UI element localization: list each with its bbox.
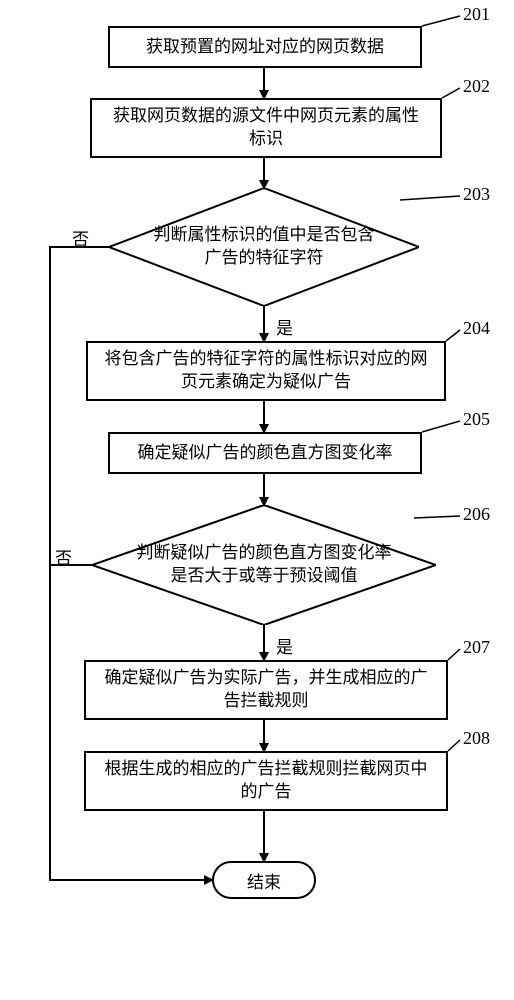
ref-205: 205 [463,409,490,430]
ref-207: 207 [463,637,490,658]
label-yes-206: 是 [276,633,293,658]
node-end: 结束 [212,861,316,899]
node-204: 将包含广告的特征字符的属性标识对应的网页元素确定为疑似广告 [86,341,446,401]
node-202: 获取网页数据的源文件中网页元素的属性标识 [90,98,442,158]
node-208-text: 根据生成的相应的广告拦截规则拦截网页中的广告 [105,758,428,804]
node-203 [109,188,419,306]
node-205-text: 确定疑似广告的颜色直方图变化率 [138,442,393,465]
label-yes-203: 是 [276,314,293,339]
node-206 [92,505,436,625]
node-202-text: 获取网页数据的源文件中网页元素的属性标识 [113,105,419,151]
node-201-text: 获取预置的网址对应的网页数据 [146,36,384,59]
label-no-203: 否 [72,225,89,250]
ref-201: 201 [463,4,490,25]
node-204-text: 将包含广告的特征字符的属性标识对应的网页元素确定为疑似广告 [105,348,428,394]
ref-204: 204 [463,318,490,339]
node-207: 确定疑似广告为实际广告，并生成相应的广告拦截规则 [84,660,448,720]
ref-203: 203 [463,184,490,205]
node-end-text: 结束 [247,868,281,893]
node-201: 获取预置的网址对应的网页数据 [108,26,422,68]
label-no-206: 否 [55,544,72,569]
node-207-text: 确定疑似广告为实际广告，并生成相应的广告拦截规则 [105,667,428,713]
node-205: 确定疑似广告的颜色直方图变化率 [108,432,422,474]
node-208: 根据生成的相应的广告拦截规则拦截网页中的广告 [84,751,448,811]
ref-206: 206 [463,504,490,525]
ref-202: 202 [463,76,490,97]
ref-208: 208 [463,728,490,749]
